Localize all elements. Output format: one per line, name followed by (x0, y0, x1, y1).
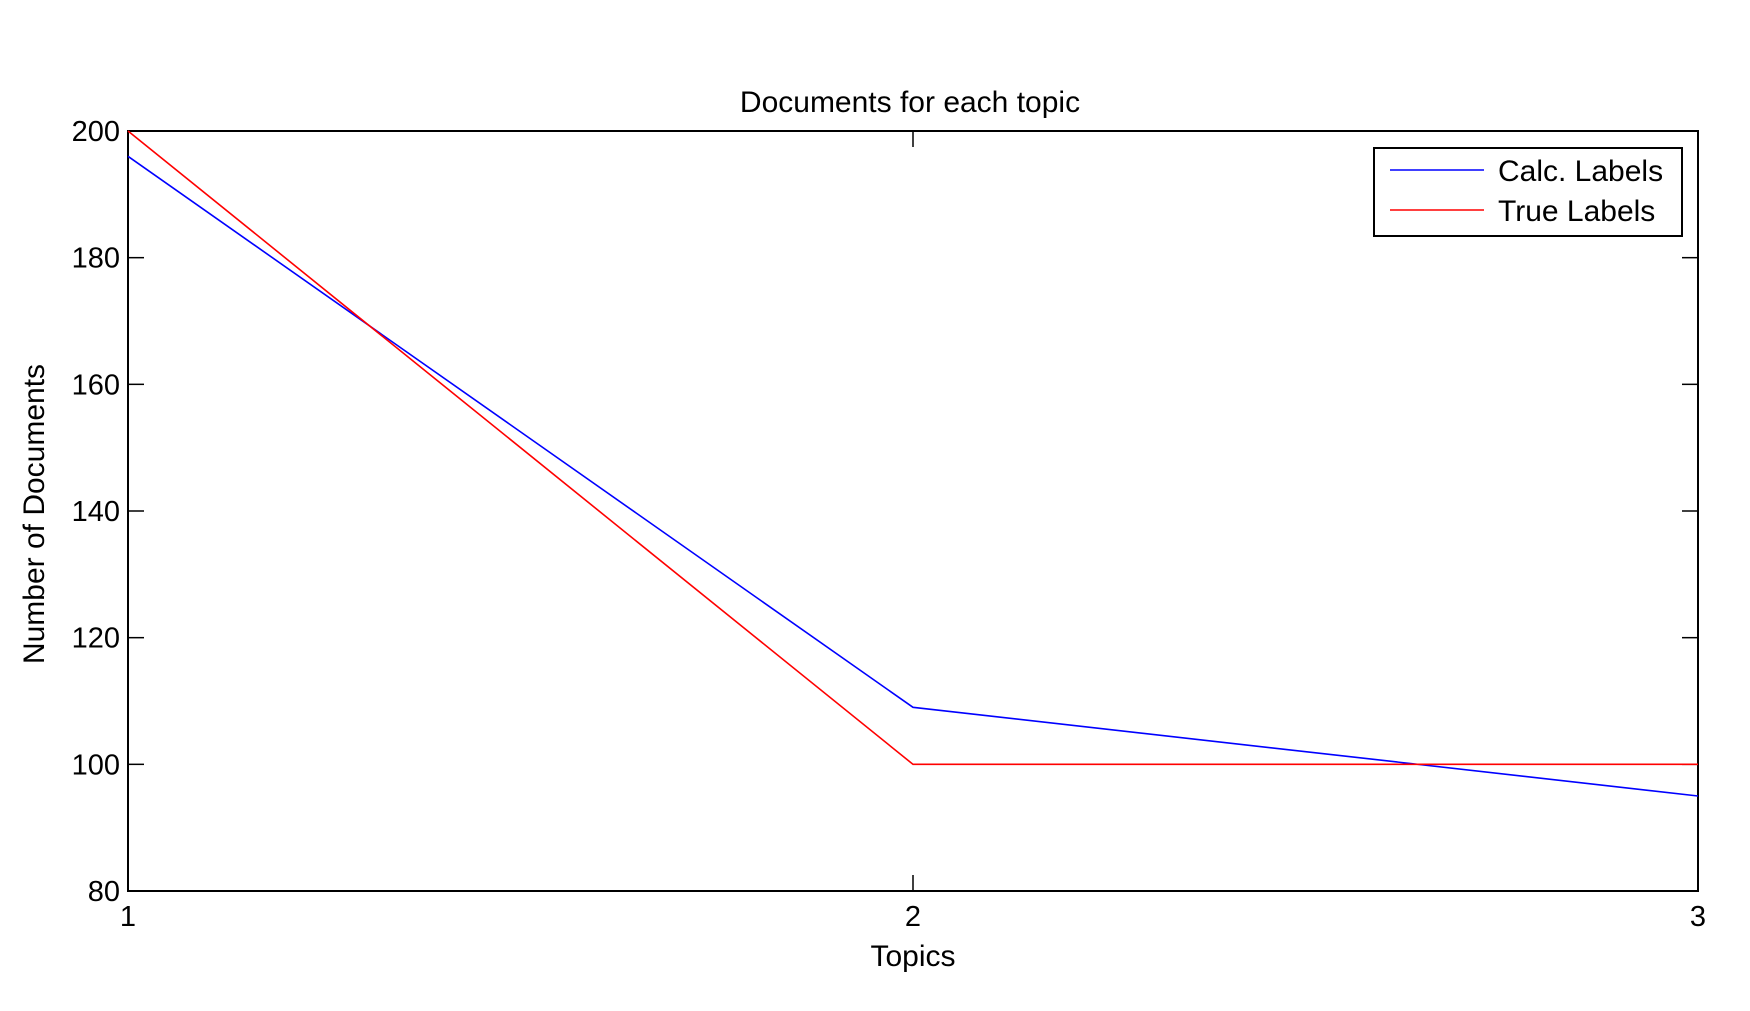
y-tick-label: 120 (72, 623, 120, 655)
x-tick-label: 1 (120, 901, 136, 933)
y-tick-label: 80 (88, 876, 120, 908)
y-tick-label: 140 (72, 496, 120, 528)
plot-area: 80 100 120 140 160 180 200 1 2 3 (72, 116, 1706, 933)
x-axis-label: Topics (870, 940, 955, 973)
x-tick-label: 2 (905, 901, 921, 933)
y-tick-label: 180 (72, 243, 120, 275)
legend-label: True Labels (1498, 195, 1655, 228)
series-line-calc-labels (127, 155, 1699, 797)
y-tick-label: 200 (72, 116, 120, 148)
plot-frame (127, 130, 1699, 892)
legend-box (1373, 147, 1683, 237)
chart-title: Documents for each topic (740, 86, 1080, 119)
legend-label: Calc. Labels (1498, 155, 1663, 188)
x-tick-label: 3 (1690, 901, 1706, 933)
series-line-true-labels (127, 130, 1698, 766)
axis-ticks: 80 100 120 140 160 180 200 1 2 3 (72, 116, 1706, 933)
y-axis-label: Number of Documents (18, 364, 51, 664)
y-tick-label: 100 (72, 749, 120, 781)
legend: Calc. Labels True Labels (1373, 147, 1683, 237)
y-tick-label: 160 (72, 369, 120, 401)
legend-items: Calc. Labels True Labels (1390, 155, 1663, 228)
series-lines (127, 130, 1699, 797)
